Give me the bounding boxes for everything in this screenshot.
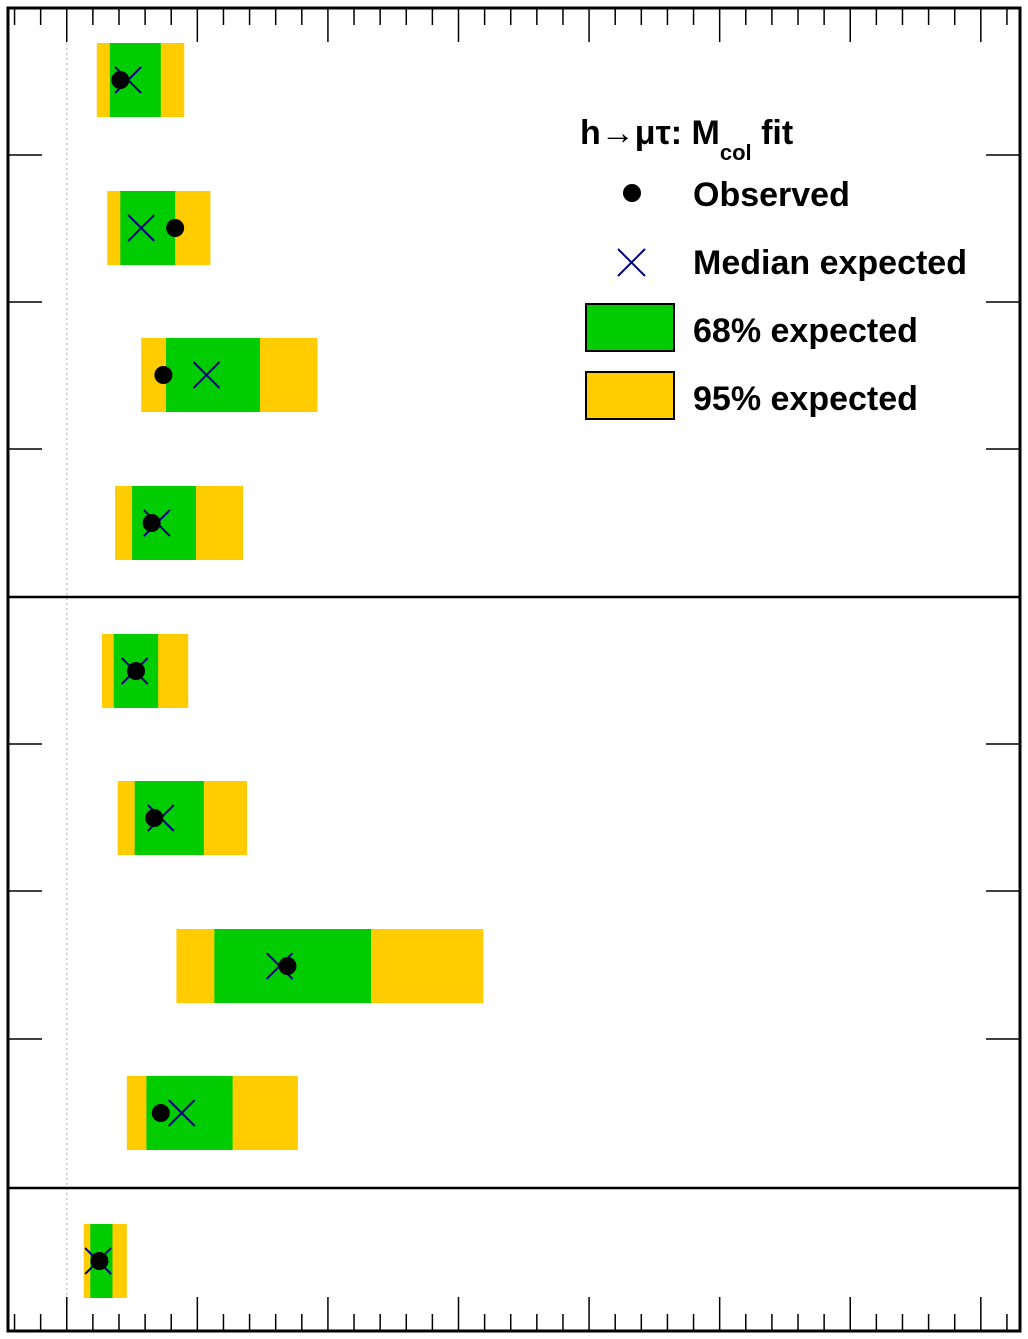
observed-point-row-6 xyxy=(278,957,297,975)
legend-observed-marker xyxy=(623,184,641,202)
legend-median-marker-b xyxy=(617,248,646,277)
bands-layer xyxy=(66,8,484,1331)
observed-point-row-3 xyxy=(142,514,161,532)
observed-point-row-1 xyxy=(166,219,185,237)
legend-observed-label: Observed xyxy=(693,176,850,214)
band-68-row-2 xyxy=(166,338,261,412)
plot-frame xyxy=(6,6,1022,1333)
axes-frame xyxy=(6,6,1022,1333)
observed-point-row-7 xyxy=(151,1104,170,1122)
legend: h→μτ: Mcol fit Observed Median expected … xyxy=(580,114,967,420)
observed-point-row-8 xyxy=(90,1252,109,1270)
band-68-row-3 xyxy=(132,486,197,560)
legend-median-label: Median expected xyxy=(693,244,967,282)
legend-title: h→μτ: Mcol fit xyxy=(580,114,793,165)
band-68-row-1 xyxy=(120,191,176,265)
median-marker-b-row-2 xyxy=(192,361,221,389)
legend-68-label: 68% expected xyxy=(693,312,918,350)
observed-point-row-0 xyxy=(111,71,130,89)
observed-point-row-5 xyxy=(145,809,164,827)
median-marker-b-row-7 xyxy=(167,1099,196,1127)
legend-68-swatch xyxy=(585,303,675,352)
observed-point-row-4 xyxy=(126,662,145,680)
band-68-row-5 xyxy=(134,781,204,855)
observed-point-row-2 xyxy=(154,366,173,384)
markers-layer xyxy=(84,66,297,1275)
median-marker-b-row-1 xyxy=(127,214,155,242)
legend-95-label: 95% expected xyxy=(693,380,918,418)
legend-95-swatch xyxy=(585,371,675,420)
